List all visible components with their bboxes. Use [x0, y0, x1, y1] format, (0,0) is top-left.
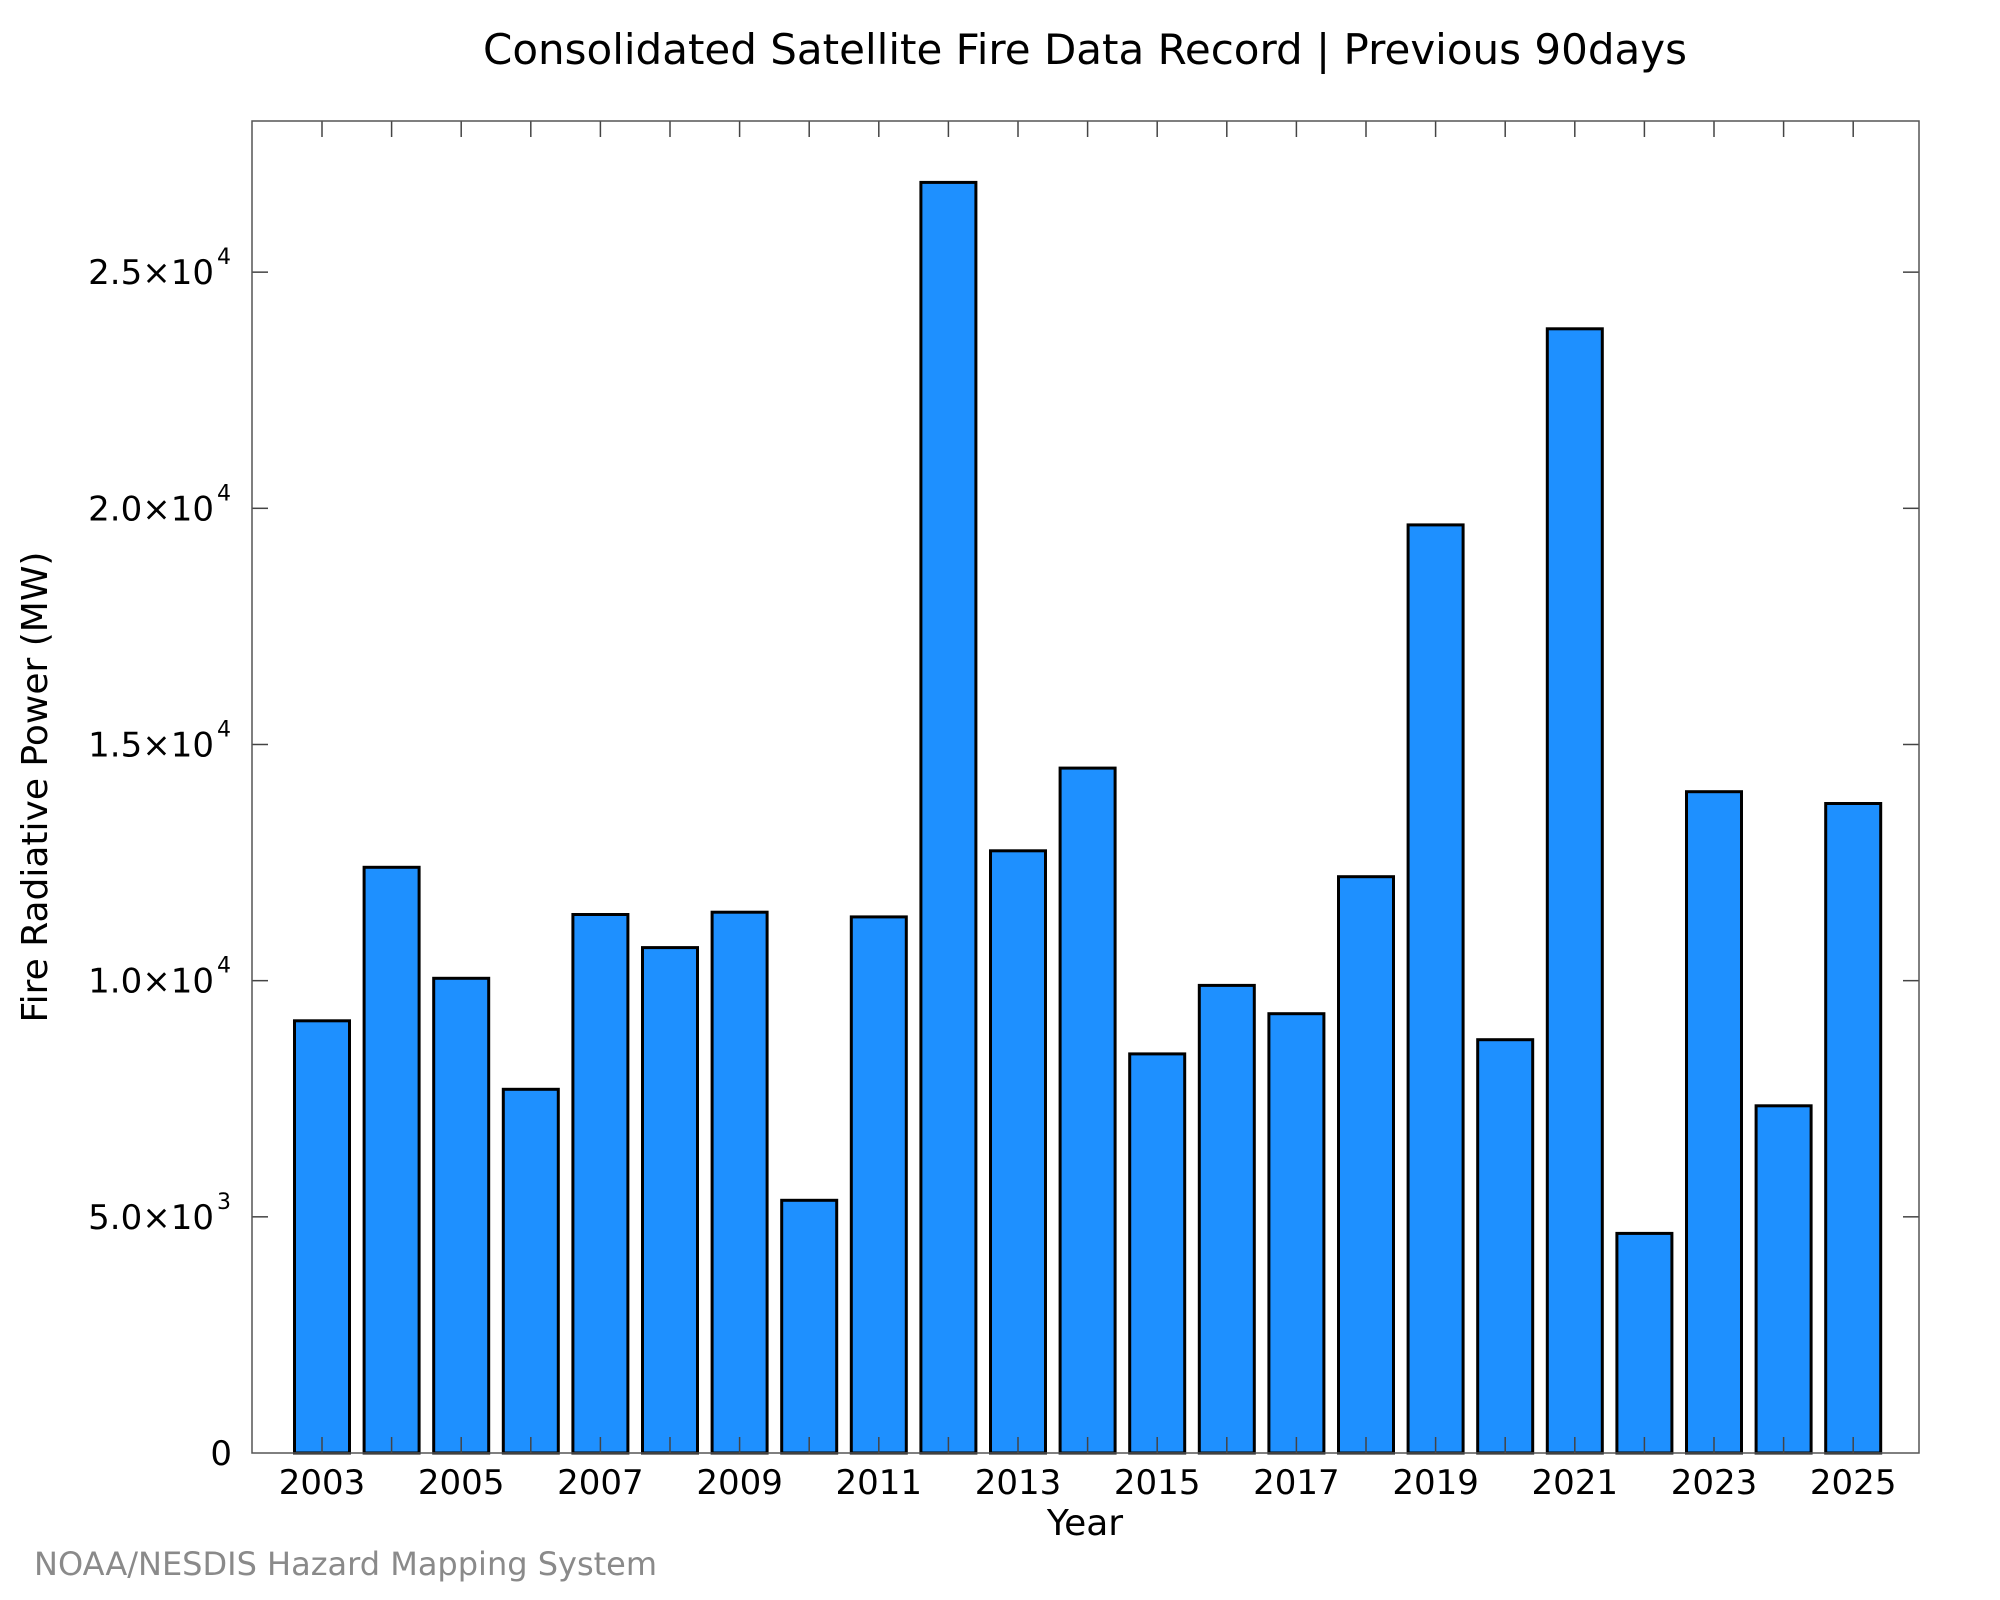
x-tick-label: 2015: [1114, 1463, 1201, 1503]
x-tick-label: 2005: [418, 1463, 505, 1503]
plot-frame: [251, 120, 1920, 1454]
bar-2022: [1615, 1231, 1674, 1455]
y-tick-label: 1.5×10: [88, 725, 214, 765]
x-tick-label: 2017: [1253, 1463, 1340, 1503]
y-tick-exponent: 4: [217, 481, 231, 506]
bar-2008: [641, 946, 699, 1455]
bar-2014: [1058, 766, 1117, 1455]
x-tick-label: 2023: [1671, 1463, 1758, 1503]
y-tick-label: 1.0×10: [88, 962, 214, 1002]
y-tick-exponent: 3: [217, 1190, 231, 1215]
x-axis-label: Year: [1046, 1503, 1123, 1544]
bars-group: [293, 180, 1883, 1455]
bar-2012: [919, 180, 978, 1455]
y-axis-label: Fire Radiative Power (MW): [15, 552, 56, 1023]
y-tick-label: 5.0×10: [88, 1198, 214, 1238]
bar-2015: [1128, 1052, 1187, 1455]
bar-2009: [710, 910, 769, 1455]
bar-2007: [571, 913, 630, 1455]
y-tick-exponent: 4: [217, 717, 231, 742]
bar-2018: [1337, 875, 1395, 1455]
bar-2005: [432, 976, 491, 1455]
y-tick-label: 0: [210, 1434, 232, 1474]
bar-2020: [1476, 1038, 1535, 1455]
bar-2023: [1685, 790, 1743, 1455]
y-tick-exponent: 4: [217, 954, 231, 979]
y-tick-exponent: 4: [217, 245, 231, 270]
bar-2006: [501, 1087, 560, 1455]
y-tick-label: 2.5×10: [88, 253, 214, 293]
y-axis-ticks: 05.0×10 31.0×10 41.5×10 42.0×10 42.5×10 4: [88, 245, 1919, 1474]
y-tick-label: 2.0×10: [88, 489, 214, 529]
bar-2017: [1267, 1012, 1326, 1455]
x-tick-label: 2003: [279, 1463, 366, 1503]
bar-2003: [293, 1019, 351, 1455]
bar-2013: [989, 849, 1047, 1455]
x-axis-ticks: 2003 2005 2007 2009 2011 2013 2015 2017 2019 2021…: [279, 121, 1897, 1503]
chart-title: Consolidated Satellite Fire Data Record …: [483, 25, 1687, 74]
bar-2021: [1545, 327, 1604, 1455]
x-tick-label: 2019: [1392, 1463, 1479, 1503]
x-tick-label: 2007: [557, 1463, 644, 1503]
bar-2011: [849, 915, 908, 1455]
source-credit: NOAA/NESDIS Hazard Mapping System: [34, 1545, 657, 1583]
bar-2024: [1754, 1104, 1813, 1455]
bar-2004: [362, 865, 421, 1455]
x-tick-label: 2021: [1532, 1463, 1619, 1503]
x-tick-label: 2009: [696, 1463, 783, 1503]
x-tick-label: 2013: [975, 1463, 1062, 1503]
x-tick-label: 2011: [836, 1463, 923, 1503]
bar-2010: [780, 1198, 839, 1455]
x-tick-label: 2025: [1810, 1463, 1897, 1503]
bar-2019: [1406, 523, 1465, 1455]
bar-2025: [1824, 802, 1883, 1455]
bar-2016: [1197, 983, 1256, 1455]
